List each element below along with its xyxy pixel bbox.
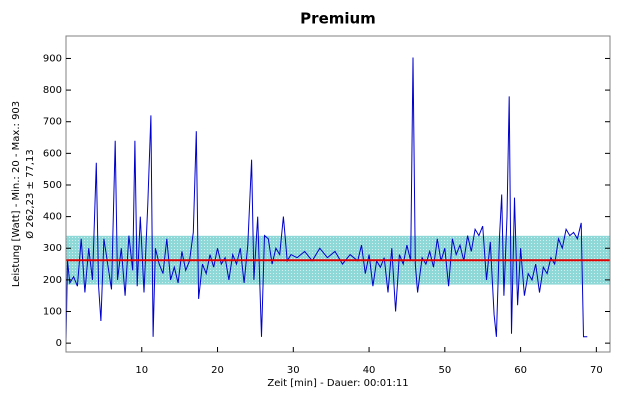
y-tick-label: 900 xyxy=(43,53,62,64)
plot-area xyxy=(66,36,610,352)
power-line xyxy=(65,57,588,344)
y-tick-label: 700 xyxy=(43,117,62,128)
y-tick-label: 600 xyxy=(43,148,62,159)
y-axis-stats: Ø 262,23 ± 77,13 xyxy=(24,149,36,238)
y-tick-label: 100 xyxy=(43,307,62,318)
chart-title: Premium xyxy=(300,10,376,28)
x-tick-label: 50 xyxy=(438,365,451,376)
x-tick-label: 40 xyxy=(363,365,376,376)
x-tick-label: 70 xyxy=(590,365,603,376)
x-tick-label: 20 xyxy=(211,365,224,376)
y-tick-label: 500 xyxy=(43,180,62,191)
x-tick-label: 10 xyxy=(135,365,148,376)
x-tick-label: 60 xyxy=(514,365,527,376)
plot-frame xyxy=(65,35,611,353)
x-tick-label: 30 xyxy=(287,365,300,376)
x-axis-label: Zeit [min] - Dauer: 00:01:11 xyxy=(267,378,408,389)
y-tick-label: 0 xyxy=(56,338,62,349)
y-tick-label: 800 xyxy=(43,85,62,96)
y-tick-label: 200 xyxy=(43,275,62,286)
y-axis-label: Leistung [Watt] - Min.: 20 - Max.: 903 xyxy=(11,101,22,287)
y-tick-label: 300 xyxy=(43,243,62,254)
y-tick-label: 400 xyxy=(43,212,62,223)
